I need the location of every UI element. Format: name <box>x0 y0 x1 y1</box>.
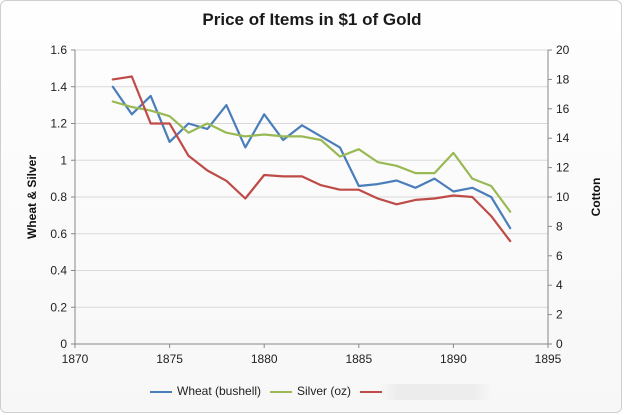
x-tick-label: 1890 <box>440 352 467 366</box>
legend-swatch-cotton <box>360 390 382 393</box>
left-tick-label: 1 <box>60 153 67 167</box>
series-line-wheat <box>111 85 512 230</box>
chart-legend: Wheat (bushell) Silver (oz) <box>150 380 510 402</box>
right-axis-tick-labels: 0 2 4 6 8 10 12 14 16 18 20 <box>556 43 570 351</box>
left-axis-title: Wheat & Silver <box>25 155 39 239</box>
right-tick-label: 6 <box>556 249 563 263</box>
legend-item-silver: Silver (oz) <box>270 383 351 399</box>
left-tick-label: 0.2 <box>50 300 67 314</box>
axes <box>71 49 552 348</box>
x-tick-label: 1875 <box>156 352 183 366</box>
x-axis-tick-labels: 1870 1875 1880 1885 1890 1895 <box>62 352 562 366</box>
legend-label-wheat: Wheat (bushell) <box>177 384 262 398</box>
right-tick-label: 16 <box>556 102 570 116</box>
gridlines <box>75 49 548 345</box>
left-tick-label: 0.6 <box>50 227 67 241</box>
right-tick-label: 14 <box>556 131 570 145</box>
right-tick-label: 8 <box>556 219 563 233</box>
left-axis-tick-labels: 0 0.2 0.4 0.6 0.8 1 1.2 1.4 1.6 <box>50 43 67 351</box>
right-tick-label: 4 <box>556 278 563 292</box>
right-tick-label: 12 <box>556 161 570 175</box>
x-tick-label: 1870 <box>62 352 89 366</box>
legend-label-silver: Silver (oz) <box>297 384 352 398</box>
left-tick-label: 1.6 <box>50 43 67 57</box>
legend-obscured-area <box>381 384 491 400</box>
left-tick-label: 0.4 <box>50 264 67 278</box>
x-tick-label: 1880 <box>251 352 278 366</box>
legend-item-wheat: Wheat (bushell) <box>150 383 261 399</box>
right-axis-title: Cotton <box>589 178 603 217</box>
chart-title: Price of Items in $1 of Gold <box>202 10 422 29</box>
legend-swatch-silver <box>270 390 292 393</box>
right-tick-label: 18 <box>556 72 570 86</box>
left-tick-label: 0.8 <box>50 190 67 204</box>
left-tick-label: 0 <box>60 337 67 351</box>
x-tick-label: 1885 <box>345 352 372 366</box>
left-tick-label: 1.2 <box>50 117 67 131</box>
right-tick-label: 10 <box>556 190 570 204</box>
series-line-cotton <box>111 75 512 243</box>
legend-swatch-wheat <box>150 390 172 393</box>
series-line-silver <box>111 100 512 213</box>
x-tick-label: 1895 <box>535 352 562 366</box>
right-tick-label: 2 <box>556 308 563 322</box>
right-tick-label: 20 <box>556 43 570 57</box>
legend-item-cotton <box>360 383 387 399</box>
left-tick-label: 1.4 <box>50 80 67 94</box>
right-tick-label: 0 <box>556 337 563 351</box>
series-lines <box>111 75 512 243</box>
